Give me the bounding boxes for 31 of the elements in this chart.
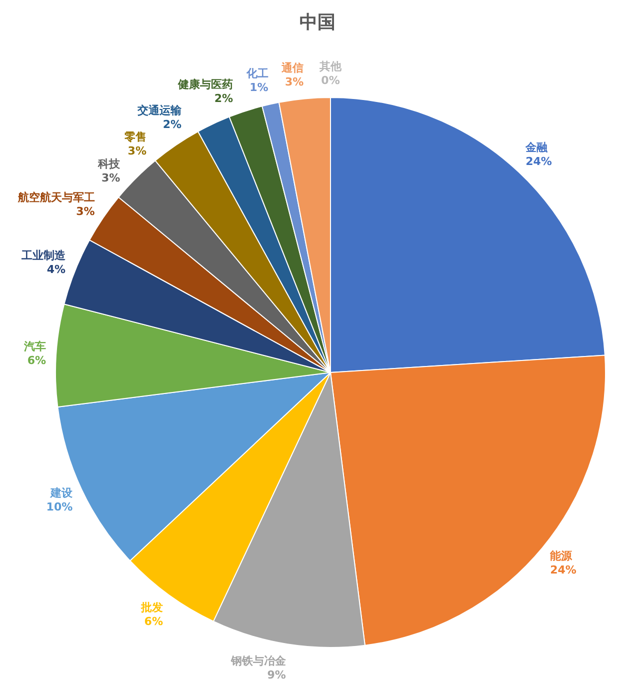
slice-label: 能源 bbox=[550, 550, 574, 563]
data-label: 2% bbox=[162, 118, 182, 132]
data-label: 1% bbox=[250, 81, 268, 94]
text: 0% bbox=[321, 74, 340, 87]
slice-label: 化工 bbox=[245, 67, 268, 80]
slice-label: 零售 bbox=[123, 130, 146, 144]
category-label: 其他 bbox=[320, 60, 342, 73]
slice-label: 钢铁与冶金 bbox=[230, 654, 287, 668]
data-label: 6% bbox=[27, 354, 46, 368]
chart-title: 中国 bbox=[300, 12, 336, 33]
data-label: 2% bbox=[214, 92, 234, 106]
data-label: 24% bbox=[526, 155, 552, 168]
slice-label: 工业制造 bbox=[20, 248, 67, 262]
data-label: 3% bbox=[76, 204, 95, 218]
slice-label: 金融 bbox=[524, 141, 549, 154]
data-label: 6% bbox=[144, 614, 163, 628]
slice-label: 交通运输 bbox=[136, 104, 183, 118]
slice-label: 汽车 bbox=[23, 340, 46, 354]
slice-label: 健康与医药 bbox=[177, 78, 233, 92]
data-label: 3% bbox=[101, 171, 120, 184]
slice-label: 建设 bbox=[50, 486, 74, 500]
data-label: 3% bbox=[128, 144, 146, 158]
data-label: 24% bbox=[550, 564, 576, 577]
slice-label: 通信 bbox=[280, 61, 304, 74]
slice-label: 批发 bbox=[140, 600, 163, 614]
slice-label: 航空航天与军工 bbox=[16, 190, 95, 204]
slice-label: 科技 bbox=[97, 157, 122, 170]
data-label: 9% bbox=[267, 668, 286, 682]
data-label: 10% bbox=[46, 500, 73, 514]
data-label: 4% bbox=[46, 262, 66, 276]
data-label: 3% bbox=[285, 75, 304, 88]
